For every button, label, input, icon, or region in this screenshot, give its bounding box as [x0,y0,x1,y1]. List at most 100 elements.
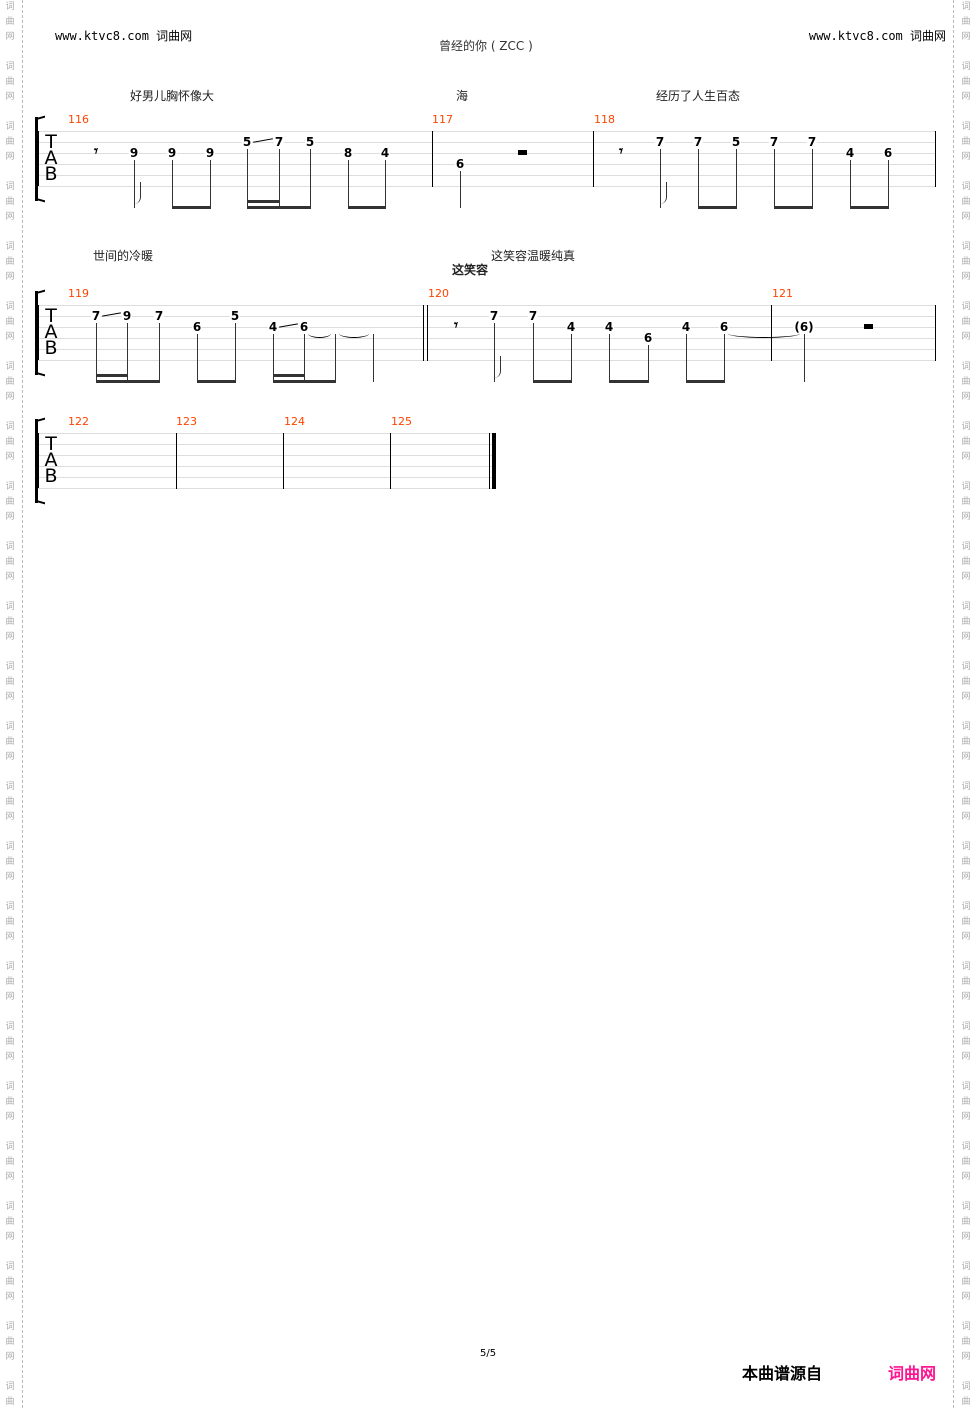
lyric: 经历了人生百态 [656,89,741,103]
watermark: 词 曲 网 [5,902,15,942]
watermark: 词 曲 网 [5,362,15,402]
fret-number: 7 [90,309,102,323]
lyric: 这笑容温暖纯真 [491,249,576,263]
source-site-link[interactable]: 词曲网 [888,1364,937,1383]
double-barline [427,305,428,361]
right-margin-line [953,0,954,1408]
fret-number: 9 [166,146,178,160]
source-label: 本曲谱源自 [742,1364,823,1383]
fret-number: 7 [768,135,780,149]
watermark: 词 曲 网 [5,1082,15,1122]
note-stem [247,149,248,208]
beam [247,206,311,209]
watermark: 词 曲 网 [5,1142,15,1182]
watermark: 词 曲 网 [961,242,971,282]
tab-clef-letter: T [45,305,57,327]
note-stem [460,171,461,208]
string-line [38,455,496,456]
note-stem [609,334,610,382]
fret-number: 6 [454,157,466,171]
note-stem [373,334,374,382]
watermark: 词 曲 网 [5,722,15,762]
half-rest-icon [518,150,527,155]
tab-clef-letter: A [44,449,58,471]
string-line [38,327,935,328]
watermark: 词 曲 网 [5,1022,15,1062]
note-stem [533,323,534,382]
barline [390,433,391,489]
note-stem [235,323,236,382]
beam [197,380,236,383]
measure-number: 123 [176,415,197,428]
tie [728,329,800,338]
measure-number: 120 [428,287,449,300]
fret-number: 6 [882,146,894,160]
fret-number: 6 [191,320,203,334]
watermark: 词 曲 网 [5,962,15,1002]
string-line [38,488,496,489]
string-line [38,305,935,306]
fret-number: 9 [121,309,133,323]
string-line [38,433,496,434]
note-stem [698,149,699,208]
tab-clef-letter: B [44,163,58,185]
fret-number: 7 [806,135,818,149]
note-stem [660,149,661,208]
watermark: 词 曲 网 [961,1082,971,1122]
final-barline [489,433,490,489]
tab-clef-letter: B [44,337,58,359]
watermark: 词 曲 网 [5,302,15,342]
tab-clef-letter: A [44,321,58,343]
string-line [38,338,935,339]
barline [38,305,39,360]
fret-number: 6 [298,320,310,334]
fret-number: (6) [793,320,815,334]
note-stem [774,149,775,208]
note-stem [724,334,725,382]
beam [533,380,572,383]
watermark: 词 曲 网 [961,422,971,462]
note-flag [660,182,667,204]
note-stem [385,160,386,208]
note-stem [210,160,211,208]
note-stem [159,323,160,382]
tie [308,329,331,338]
watermark: 词 曲 网 [961,902,971,942]
string-line [38,153,935,154]
note-stem [127,323,128,382]
watermark: 词 曲 网 [961,302,971,342]
watermark: 词 曲 网 [5,1382,15,1407]
watermark: 词 曲 网 [5,62,15,102]
tab-clef-letter: B [44,465,58,487]
string-line [38,164,935,165]
watermark: 词 曲 网 [961,1322,971,1362]
barline [38,131,39,186]
watermark: 词 曲 网 [5,1322,15,1362]
lyric: 这笑容 [452,263,489,277]
beam [774,206,813,209]
watermark: 词 曲 网 [5,542,15,582]
string-line [38,142,935,143]
watermark: 词 曲 网 [961,782,971,822]
beam [273,380,336,383]
watermark: 词 曲 网 [961,1202,971,1242]
string-line [38,131,935,132]
watermark: 词 曲 网 [961,2,971,42]
beam [698,206,737,209]
watermark: 词 曲 网 [961,182,971,222]
site-left[interactable]: www.ktvc8.com 词曲网 [55,29,193,43]
watermark: 词 曲 网 [961,602,971,642]
fret-number: 4 [565,320,577,334]
tab-clef-letter: A [44,147,58,169]
watermark: 词 曲 网 [5,1202,15,1242]
site-right[interactable]: www.ktvc8.com 词曲网 [808,29,946,43]
beam [96,380,160,383]
measure-number: 121 [772,287,793,300]
song-title: 曾经的你 ( ZCC ) [439,39,533,53]
lyric: 世间的冷暖 [93,249,154,263]
fret-number: 7 [527,309,539,323]
watermark: 词 曲 网 [961,962,971,1002]
string-line [38,444,496,445]
left-margin-line [22,0,23,1408]
